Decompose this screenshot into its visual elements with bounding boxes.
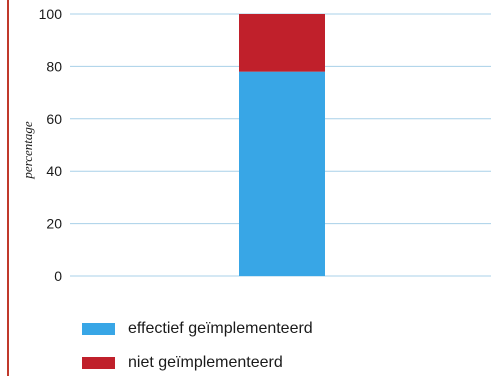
- bar-segment-niet: [239, 14, 325, 72]
- y-tick-label-20: 20: [46, 216, 62, 232]
- legend-label: effectief geïmplementeerd: [128, 320, 313, 337]
- legend-item-niet: niet geïmplementeerd: [82, 352, 313, 374]
- y-tick-label-80: 80: [46, 58, 62, 74]
- legend-item-effectief: effectief geïmplementeerd: [82, 318, 313, 340]
- bar-segment-effectief: [239, 71, 325, 276]
- y-tick-label-0: 0: [54, 268, 62, 284]
- y-axis-label: percentage: [20, 121, 35, 179]
- legend-label: niet geïmplementeerd: [128, 354, 283, 371]
- legend-swatch: [82, 323, 115, 335]
- legend-swatch: [82, 357, 115, 369]
- y-tick-label-100: 100: [39, 6, 63, 22]
- stacked-bar-chart: percentage 0 20 40 60 80 100: [20, 6, 491, 284]
- legend: effectief geïmplementeerd niet geïmplemen…: [82, 318, 313, 386]
- left-accent-rule: [7, 0, 9, 376]
- y-tick-label-60: 60: [46, 111, 62, 127]
- y-tick-label-40: 40: [46, 163, 62, 179]
